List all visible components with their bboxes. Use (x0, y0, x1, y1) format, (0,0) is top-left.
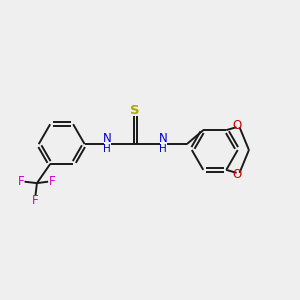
Text: O: O (232, 168, 241, 181)
Text: H: H (159, 144, 167, 154)
Text: N: N (103, 132, 112, 145)
Text: S: S (130, 104, 140, 117)
Text: F: F (17, 175, 24, 188)
Text: F: F (49, 175, 55, 188)
Text: H: H (103, 144, 111, 154)
Text: O: O (232, 119, 241, 132)
Text: F: F (32, 194, 39, 207)
Text: N: N (159, 132, 168, 145)
